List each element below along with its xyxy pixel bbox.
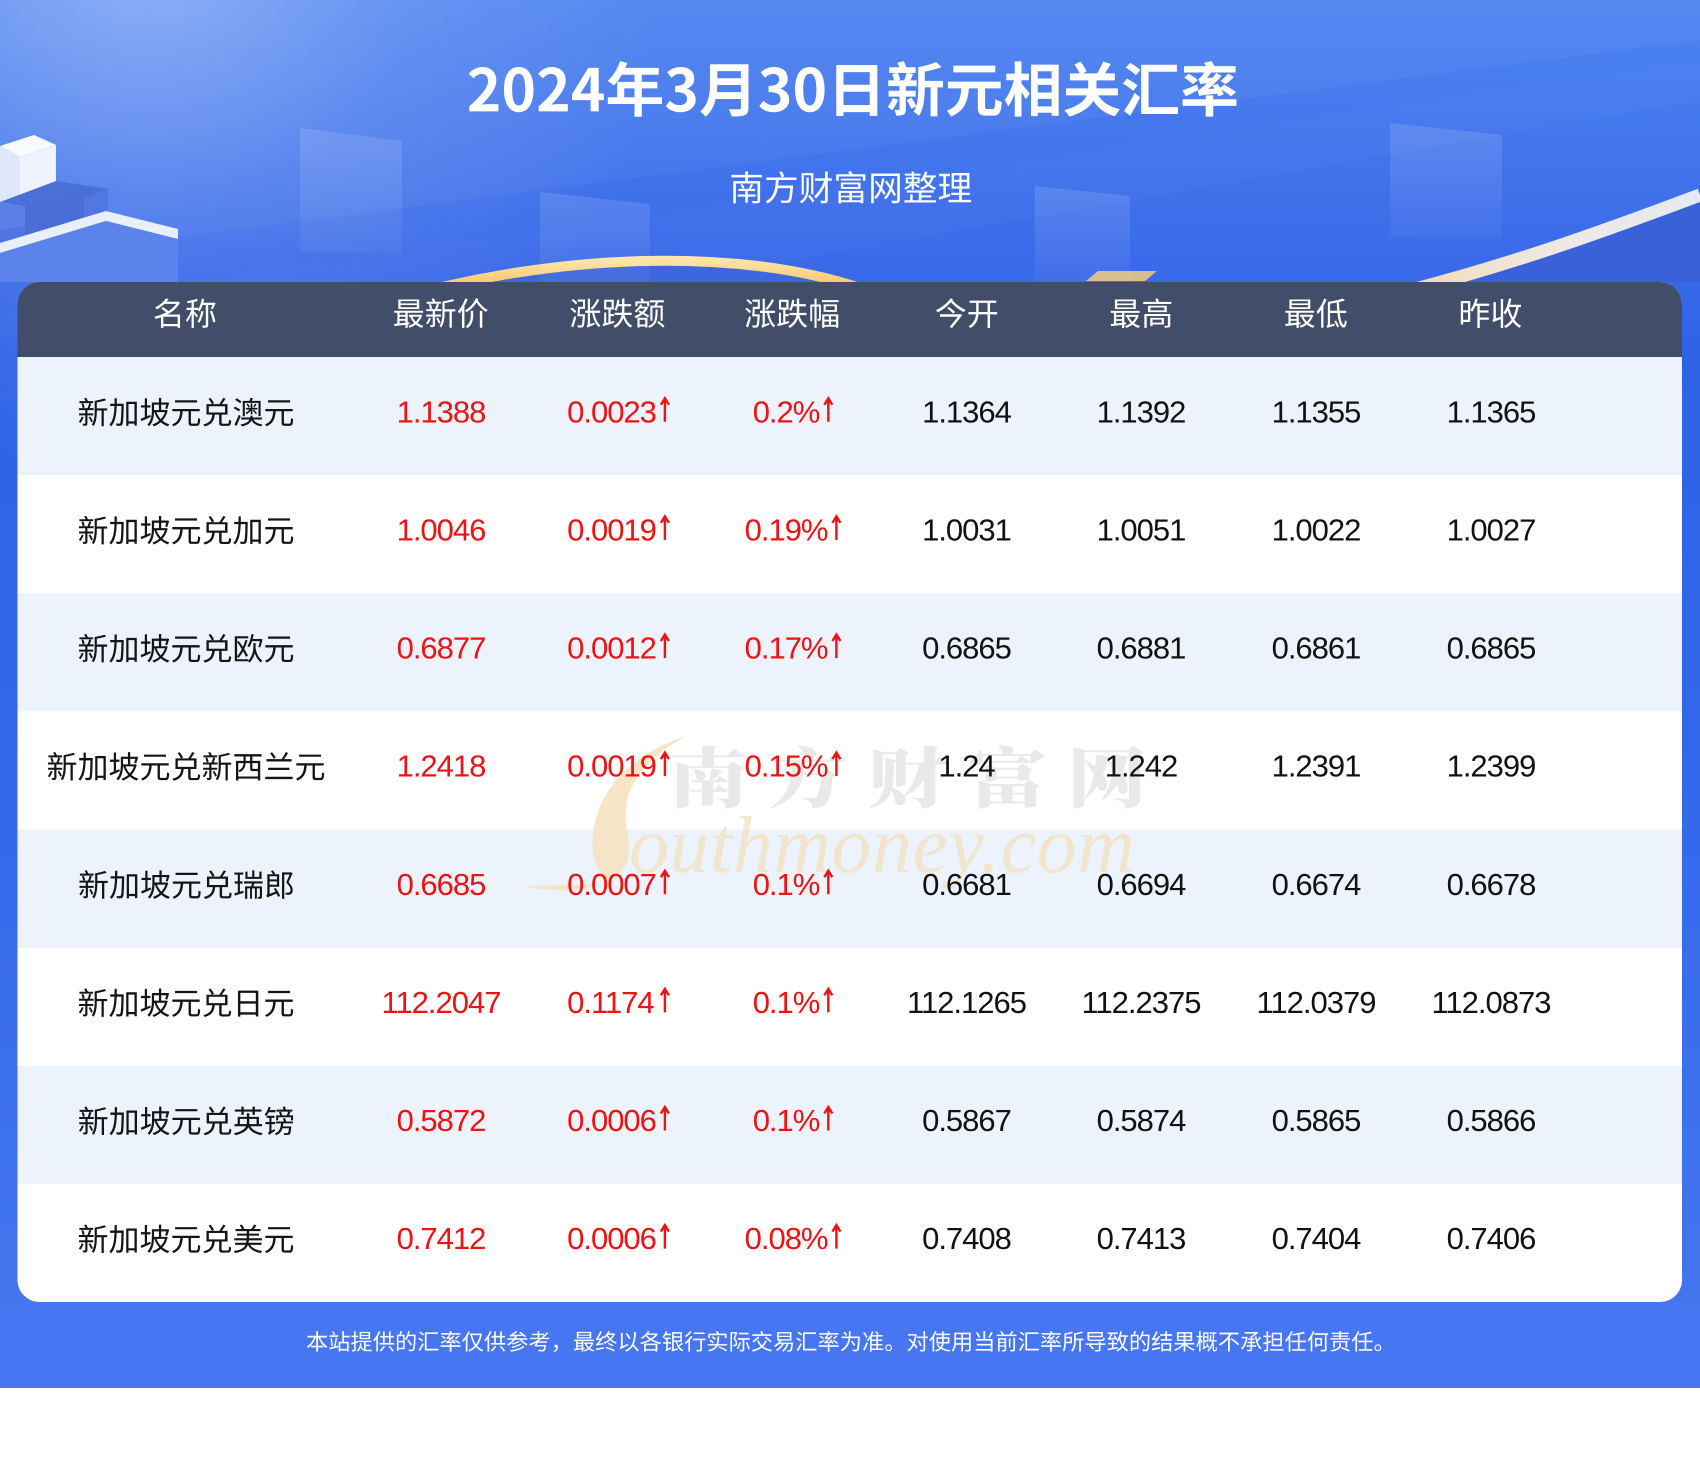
svg-text:0.6681: 0.6681 (922, 867, 1011, 902)
svg-text:0.0006: 0.0006 (567, 1221, 656, 1256)
svg-text:0.6865: 0.6865 (1447, 631, 1536, 666)
svg-text:0.6694: 0.6694 (1097, 867, 1187, 902)
svg-text:1.2399: 1.2399 (1447, 749, 1536, 784)
svg-text:1.1388: 1.1388 (397, 394, 486, 429)
svg-text:0.6674: 0.6674 (1272, 867, 1362, 902)
svg-text:0.5865: 0.5865 (1272, 1103, 1361, 1138)
svg-text:1.0027: 1.0027 (1447, 512, 1536, 547)
svg-text:1.0051: 1.0051 (1097, 512, 1186, 547)
svg-text:0.08%: 0.08% (745, 1221, 828, 1256)
svg-text:1.0031: 1.0031 (922, 512, 1011, 547)
svg-text:0.5866: 0.5866 (1447, 1103, 1536, 1138)
svg-text:0.6678: 0.6678 (1447, 867, 1536, 902)
svg-text:0.0012: 0.0012 (567, 631, 656, 666)
svg-text:112.2375: 112.2375 (1082, 985, 1201, 1020)
svg-text:0.6685: 0.6685 (397, 867, 486, 902)
svg-text:0.19%: 0.19% (745, 512, 828, 547)
svg-text:0.1174: 0.1174 (567, 985, 654, 1020)
svg-text:0.2%: 0.2% (753, 394, 820, 429)
svg-text:0.1%: 0.1% (753, 867, 820, 902)
svg-text:0.6861: 0.6861 (1272, 631, 1361, 666)
svg-text:112.1265: 112.1265 (907, 985, 1026, 1020)
svg-text:0.0023: 0.0023 (567, 394, 656, 429)
svg-text:1.1365: 1.1365 (1447, 394, 1536, 429)
svg-text:0.5872: 0.5872 (397, 1103, 486, 1138)
svg-text:0.5874: 0.5874 (1097, 1103, 1187, 1138)
svg-text:112.0873: 112.0873 (1432, 985, 1551, 1020)
svg-text:0.1%: 0.1% (753, 1103, 820, 1138)
svg-text:112.0379: 112.0379 (1257, 985, 1376, 1020)
svg-text:0.17%: 0.17% (745, 631, 828, 666)
svg-text:1.1355: 1.1355 (1272, 394, 1361, 429)
svg-text:0.1%: 0.1% (753, 985, 820, 1020)
svg-text:0.7408: 0.7408 (922, 1221, 1011, 1256)
svg-text:outhmoney.com: outhmoney.com (629, 802, 1135, 890)
svg-text:0.0006: 0.0006 (567, 1103, 656, 1138)
svg-text:0.6877: 0.6877 (397, 631, 486, 666)
svg-text:0.6865: 0.6865 (922, 631, 1011, 666)
svg-text:112.2047: 112.2047 (382, 985, 501, 1020)
svg-text:0.7413: 0.7413 (1097, 1221, 1186, 1256)
svg-text:1.2391: 1.2391 (1272, 749, 1361, 784)
svg-text:1.1364: 1.1364 (922, 394, 1012, 429)
svg-text:0.7412: 0.7412 (397, 1221, 486, 1256)
svg-text:0.7406: 0.7406 (1447, 1221, 1536, 1256)
svg-text:1.24: 1.24 (938, 749, 995, 784)
svg-text:0.5867: 0.5867 (922, 1103, 1011, 1138)
svg-text:1.0022: 1.0022 (1272, 512, 1361, 547)
svg-text:0.0019: 0.0019 (567, 512, 656, 547)
svg-text:0.7404: 0.7404 (1272, 1221, 1362, 1256)
svg-text:0.0007: 0.0007 (567, 867, 656, 902)
svg-text:1.0046: 1.0046 (397, 512, 486, 547)
svg-text:0.15%: 0.15% (745, 749, 828, 784)
svg-text:1.242: 1.242 (1105, 749, 1178, 784)
svg-text:0.0019: 0.0019 (567, 749, 656, 784)
svg-text:1.2418: 1.2418 (397, 749, 486, 784)
svg-text:1.1392: 1.1392 (1097, 394, 1186, 429)
svg-text:0.6881: 0.6881 (1097, 631, 1186, 666)
